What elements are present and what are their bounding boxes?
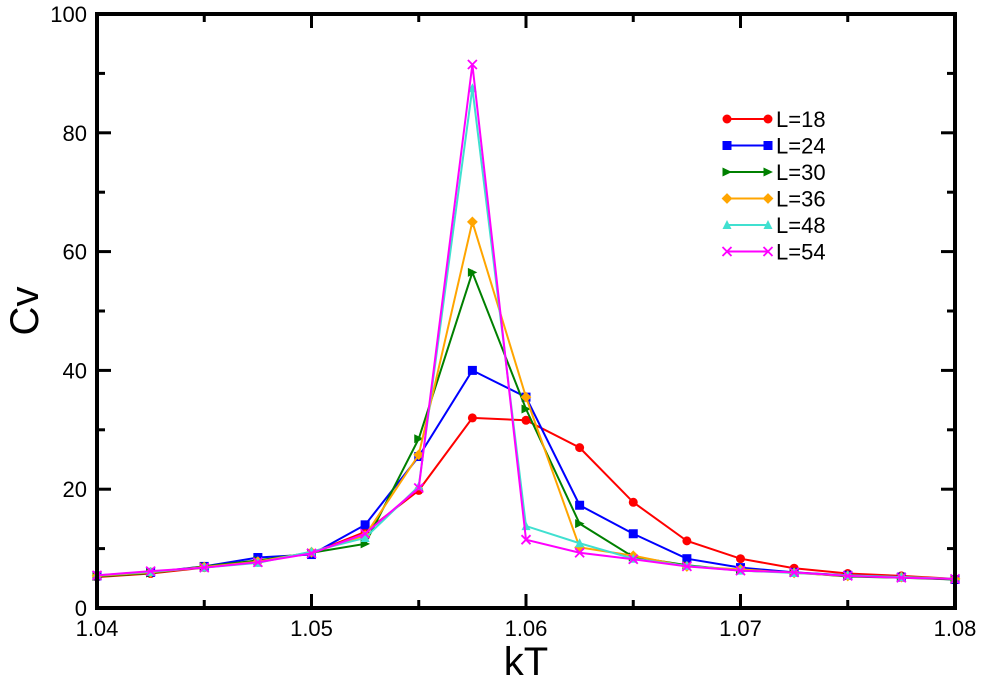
legend-label: L=54 bbox=[776, 240, 826, 265]
data-point bbox=[842, 570, 853, 582]
data-point bbox=[467, 267, 478, 277]
x-tick-label: 1.07 bbox=[719, 616, 762, 641]
y-tick-label: 100 bbox=[50, 2, 87, 27]
data-point bbox=[467, 59, 478, 70]
data-point bbox=[359, 528, 371, 539]
x-tick-label: 1.04 bbox=[76, 616, 119, 641]
legend-marker bbox=[763, 220, 773, 230]
data-point bbox=[199, 562, 210, 573]
data-point bbox=[413, 482, 424, 494]
data-point bbox=[521, 415, 531, 425]
data-point bbox=[628, 554, 639, 565]
data-point bbox=[414, 434, 424, 444]
data-point bbox=[628, 497, 638, 507]
legend: L=18L=24L=30L=36L=48L=54 bbox=[721, 107, 826, 265]
data-point bbox=[628, 529, 638, 539]
data-point bbox=[145, 566, 156, 577]
x-axis-title: kT bbox=[504, 640, 548, 684]
data-point bbox=[360, 520, 370, 530]
data-point bbox=[413, 449, 425, 461]
y-tick-label: 40 bbox=[63, 358, 87, 383]
legend-entry: L=24 bbox=[722, 134, 826, 159]
legend-marker bbox=[721, 246, 733, 257]
data-point bbox=[681, 561, 693, 572]
data-point bbox=[520, 534, 532, 545]
data-point bbox=[575, 500, 585, 510]
legend-label: L=36 bbox=[776, 187, 826, 212]
series-l-18 bbox=[92, 413, 960, 584]
legend-marker bbox=[763, 114, 773, 124]
data-point bbox=[896, 572, 907, 583]
series-line bbox=[96, 88, 956, 580]
y-axis-title: Cv bbox=[3, 287, 47, 336]
y-tick-label: 60 bbox=[63, 240, 87, 265]
axis-ticks bbox=[95, 12, 957, 610]
y-tick-label: 80 bbox=[63, 121, 87, 146]
series-line bbox=[96, 64, 956, 580]
legend-marker bbox=[763, 167, 773, 177]
series-l-54 bbox=[91, 59, 961, 585]
x-tick-label: 1.06 bbox=[505, 616, 548, 641]
legend-label: L=30 bbox=[776, 160, 826, 185]
data-point bbox=[360, 532, 370, 542]
legend-marker bbox=[722, 220, 732, 230]
data-point bbox=[575, 443, 585, 453]
data-point bbox=[735, 565, 746, 576]
legend-entry: L=30 bbox=[722, 160, 826, 185]
legend-marker bbox=[722, 141, 732, 150]
data-point bbox=[575, 519, 585, 529]
data-point bbox=[521, 521, 531, 531]
y-tick-labels: 0 20 40 60 80 100 bbox=[50, 2, 87, 621]
data-point bbox=[520, 391, 532, 403]
legend-marker bbox=[762, 193, 774, 204]
legend-marker bbox=[722, 114, 732, 124]
legend-entry: L=48 bbox=[722, 213, 826, 238]
data-point bbox=[306, 548, 317, 559]
legend-label: L=18 bbox=[776, 107, 826, 132]
data-point bbox=[682, 554, 692, 564]
x-tick-labels: 1.04 1.05 1.06 1.07 1.08 bbox=[76, 616, 977, 641]
x-tick-label: 1.08 bbox=[934, 616, 977, 641]
legend-marker bbox=[762, 246, 774, 257]
legend-label: L=48 bbox=[776, 213, 826, 238]
data-point bbox=[521, 404, 531, 414]
legend-marker bbox=[721, 193, 733, 204]
legend-entry: L=18 bbox=[722, 107, 826, 132]
legend-entry: L=36 bbox=[721, 187, 826, 212]
y-tick-label: 0 bbox=[75, 596, 87, 621]
data-point bbox=[736, 554, 745, 564]
y-tick-label: 20 bbox=[63, 477, 87, 502]
legend-label: L=24 bbox=[776, 134, 826, 159]
data-point bbox=[575, 538, 585, 548]
data-point bbox=[574, 547, 585, 558]
legend-entry: L=54 bbox=[721, 240, 826, 265]
data-point bbox=[466, 216, 478, 228]
data-point bbox=[682, 536, 692, 546]
data-point bbox=[467, 413, 477, 423]
plot-area bbox=[91, 59, 961, 585]
data-point bbox=[467, 365, 477, 375]
x-tick-label: 1.05 bbox=[290, 616, 333, 641]
legend-marker bbox=[722, 167, 732, 177]
legend-marker bbox=[763, 141, 773, 150]
series-line bbox=[96, 416, 956, 580]
series-l-48 bbox=[92, 83, 960, 583]
data-point bbox=[788, 567, 800, 578]
data-point bbox=[252, 557, 264, 568]
